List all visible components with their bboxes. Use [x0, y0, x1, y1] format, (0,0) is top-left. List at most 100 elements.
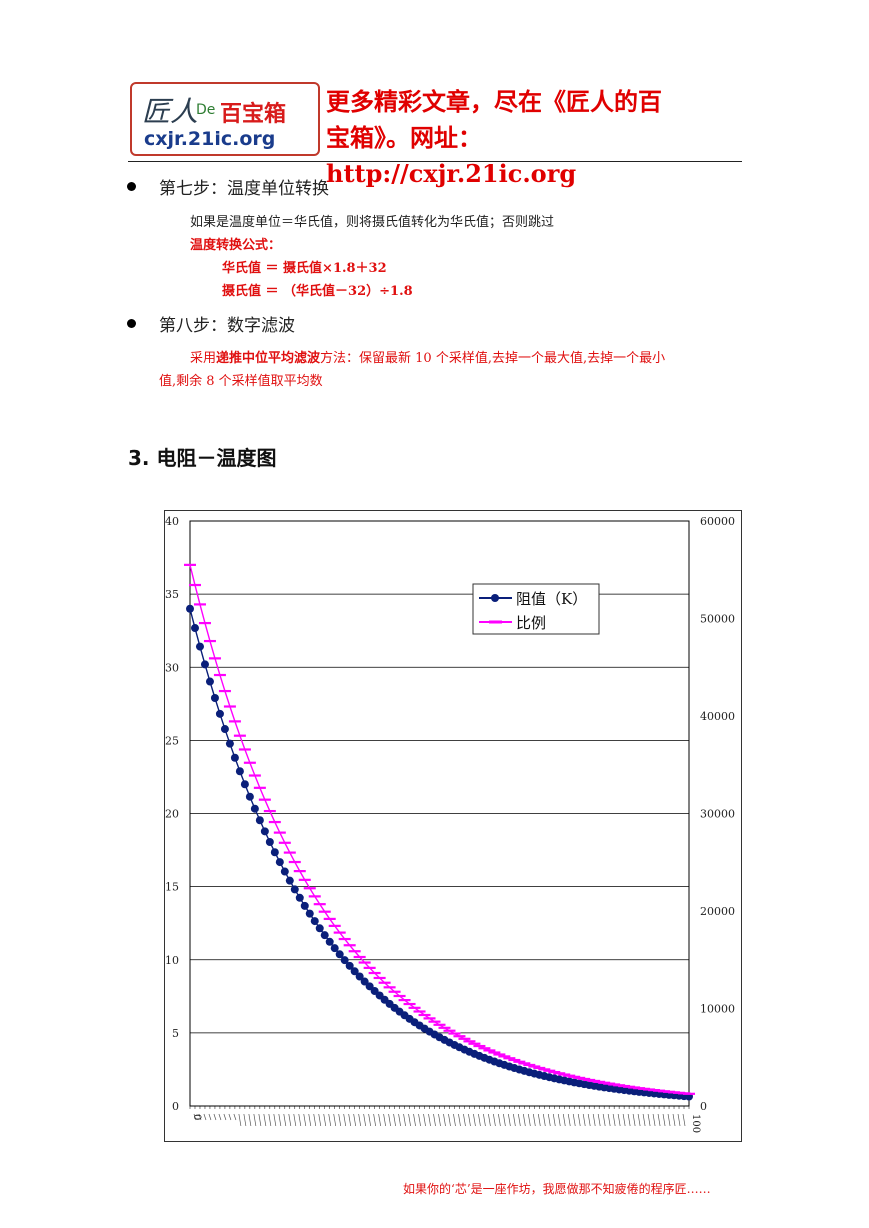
data-point-resistance [195, 642, 204, 651]
x-tick-label [517, 1113, 521, 1127]
x-tick-label [318, 1113, 322, 1127]
x-tick-label [652, 1113, 656, 1127]
x-tick-label [403, 1113, 406, 1127]
x-tick-label [468, 1113, 471, 1127]
x-tick-label [527, 1113, 531, 1127]
y-left-tick-label: 0 [172, 1100, 179, 1113]
x-tick-label [323, 1113, 327, 1127]
data-point-resistance [295, 893, 304, 902]
resistance-temperature-chart: 0 5 10 15 20 25 30 35 40 0 10000 20000 30000 40000 50… [164, 510, 742, 1142]
x-tick-label [508, 1113, 511, 1127]
x-tick-label [612, 1113, 616, 1127]
data-point-resistance [230, 753, 239, 762]
x-tick-label [208, 1113, 212, 1121]
data-point-resistance [285, 876, 294, 885]
x-tick-labels: 0 100 [189, 1106, 701, 1133]
x-tick-label [238, 1113, 242, 1127]
data-point-resistance [290, 885, 299, 894]
x-tick-label [278, 1113, 282, 1127]
x-tick-label [293, 1113, 297, 1127]
x-tick-label [567, 1113, 571, 1127]
x-tick-label [258, 1113, 262, 1127]
data-point-resistance [225, 739, 234, 748]
y-left-tick-label: 15 [165, 881, 179, 894]
logo-de: De [196, 102, 216, 118]
x-tick-label [458, 1113, 461, 1127]
x-tick-label [368, 1113, 371, 1127]
x-tick-label [537, 1113, 541, 1127]
x-tick-label [378, 1113, 381, 1127]
data-point-resistance [330, 944, 339, 953]
x-tick-label [393, 1113, 396, 1127]
x-tick-label [308, 1113, 312, 1127]
legend-series-1-label: 阻值（K） [516, 590, 587, 608]
y-right-tick-label: 30000 [700, 808, 735, 821]
x-tick-label [562, 1113, 566, 1127]
x-tick-label [602, 1113, 606, 1127]
step7-formula-1: 华氏值 ＝ 摄氏值×1.8＋32 [222, 261, 387, 276]
x-tick-label [343, 1113, 347, 1127]
x-tick-label [657, 1113, 661, 1127]
x-tick-label [667, 1113, 671, 1127]
y-left-tick-labels: 0 5 10 15 20 25 30 35 40 [165, 515, 179, 1113]
x-tick-label [493, 1113, 496, 1127]
section-title: 3. 电阻－温度图 [128, 446, 277, 470]
x-tick-label [463, 1113, 466, 1127]
step8-desc-pre: 采用 [190, 351, 217, 366]
step8-desc-line-1: 采用递推中位平均滤波方法：保留最新 10 个采样值,去掉一个最大值,去掉一个最小 [190, 347, 665, 366]
x-tick-label: 100 [690, 1114, 701, 1133]
x-tick-label [313, 1113, 317, 1127]
y-right-tick-labels: 0 10000 20000 30000 40000 50000 60000 [700, 515, 735, 1113]
data-point-resistance [215, 709, 224, 718]
x-tick-label [203, 1113, 207, 1121]
data-point-resistance [200, 660, 209, 669]
y-right-tick-label: 0 [700, 1100, 707, 1113]
site-logo[interactable]: 匠人 De 百宝箱 cxjr.21ic.org [130, 82, 320, 156]
x-tick-label [438, 1113, 441, 1127]
x-tick-label [298, 1113, 302, 1127]
y-left-tick-label: 10 [165, 954, 179, 967]
data-point-resistance [190, 624, 199, 633]
x-tick-label [363, 1113, 366, 1127]
x-tick-label [433, 1113, 436, 1127]
data-point-resistance [210, 694, 219, 703]
x-tick-label [263, 1113, 267, 1127]
x-tick-label [597, 1113, 601, 1127]
x-tick-label [642, 1113, 646, 1127]
x-tick-label [268, 1113, 272, 1127]
y-left-tick-label: 35 [165, 588, 179, 601]
y-left-tick-label: 40 [165, 515, 179, 528]
x-tick-label [253, 1113, 257, 1127]
y-left-tick-label: 25 [165, 734, 179, 747]
x-tick-label [288, 1113, 292, 1127]
data-point-resistance [265, 837, 274, 846]
data-point-resistance [280, 867, 289, 876]
y-right-tick-label: 40000 [700, 710, 735, 723]
x-tick-label [592, 1113, 596, 1127]
logo-top: 匠人 De 百宝箱 [138, 88, 314, 128]
step7-desc: 如果是温度单位＝华氏值，则将摄氏值转化为华氏值；否则跳过 [190, 215, 555, 230]
x-tick-label [662, 1113, 666, 1127]
x-tick-label [677, 1113, 681, 1127]
x-tick-label [632, 1113, 636, 1127]
x-tick-label [413, 1113, 416, 1127]
x-tick-label [443, 1113, 446, 1127]
x-tick-label [223, 1113, 227, 1121]
data-point-resistance [340, 956, 349, 965]
header-line-2[interactable]: 宝箱》。网址：http://cxjr.21ic.org [326, 123, 577, 188]
x-tick-label [572, 1113, 576, 1127]
x-tick-label [483, 1113, 486, 1127]
x-tick-label [552, 1113, 556, 1127]
x-tick-label [243, 1113, 247, 1127]
bullet-icon [127, 182, 136, 191]
data-point-resistance [220, 725, 229, 734]
data-point-resistance [245, 792, 254, 801]
x-tick-label [303, 1113, 307, 1127]
x-tick-label [582, 1113, 586, 1127]
x-tick-label [557, 1113, 561, 1127]
x-tick-label [348, 1113, 352, 1127]
x-tick-label [522, 1113, 526, 1127]
legend-series-1-marker [491, 594, 499, 602]
y-right-tick-label: 20000 [700, 905, 735, 918]
data-point-resistance [186, 604, 194, 613]
